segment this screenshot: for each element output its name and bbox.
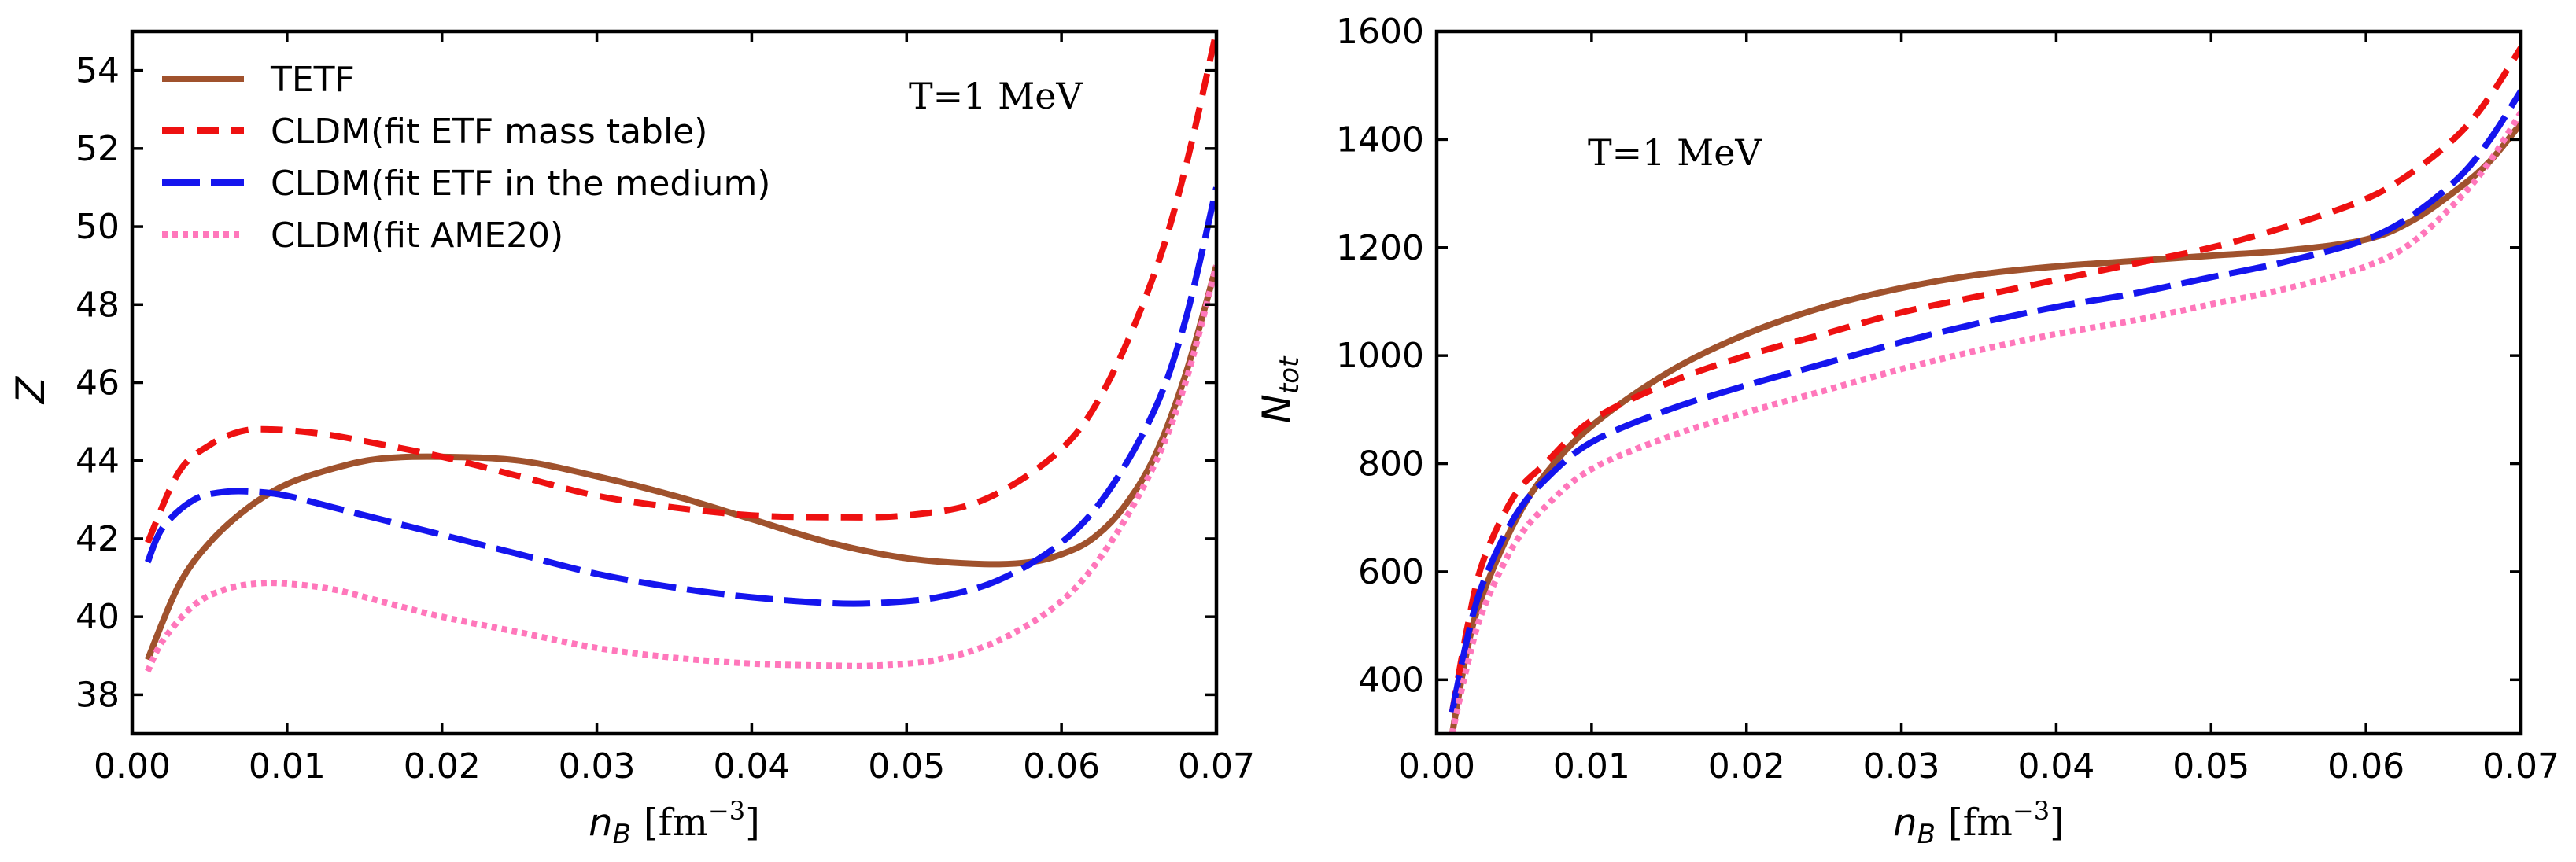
- z-series-cldm-fit-etf-mass-table: [145, 31, 1216, 544]
- legend-entry-cldm-ame20: CLDM(fit AME20): [162, 216, 563, 256]
- z-y-tick-label: 52: [76, 129, 120, 169]
- z-x-tick-label: 0.07: [1178, 746, 1255, 786]
- ntot-x-tick-label: 0.01: [1553, 746, 1630, 786]
- ntot-x-tick-label: 0.03: [1863, 746, 1940, 786]
- z-x-tick-label: 0.06: [1023, 746, 1100, 786]
- ntot-tick-layer: 0.00 0.01 0.02 0.03 0.04 0.05 0.06 0.07 400 600 80…: [1336, 12, 2559, 786]
- ntot-x-tick-label: 0.06: [2327, 746, 2404, 786]
- legend-entry-cldm-etf-mass-table: CLDM(fit ETF mass table): [162, 112, 707, 152]
- ntot-y-tick-label: 1400: [1336, 120, 1424, 160]
- legend-label-cldm-ame20: CLDM(fit AME20): [271, 216, 563, 256]
- z-y-axis-label: Z: [8, 375, 54, 405]
- ntot-plot-frame: [1434, 29, 2523, 736]
- legend-label-tetf: TETF: [270, 60, 355, 100]
- ntot-series-cldm-fit-etf-in-the-medium: [1449, 89, 2521, 713]
- z-x-axis-label: nB [fm−3]: [589, 796, 760, 850]
- legend-entry-cldm-etf-medium: CLDM(fit ETF in the medium): [162, 164, 770, 204]
- z-tick-layer: 0.00 0.01 0.02 0.03 0.04 0.05 0.06 0.07 38 40 42 44…: [76, 31, 1255, 786]
- ntot-x-tick-label: 0.02: [1708, 746, 1785, 786]
- z-y-tick-label: 54: [76, 51, 120, 91]
- legend: TETF CLDM(fit ETF mass table) CLDM(fit E…: [162, 60, 770, 256]
- z-y-tick-label: 38: [76, 675, 120, 715]
- ntot-x-tick-label: 0.04: [2017, 746, 2094, 786]
- z-y-tick-label: 44: [76, 441, 120, 481]
- legend-label-cldm-etf-mass-table: CLDM(fit ETF mass table): [271, 112, 707, 152]
- z-y-tick-label: 50: [76, 207, 120, 247]
- ntot-y-tick-label: 1600: [1336, 12, 1424, 52]
- z-x-axis-unit: [fm: [644, 801, 708, 845]
- ntot-y-tick-label: 600: [1358, 552, 1424, 592]
- z-x-tick-label: 0.00: [94, 746, 171, 786]
- ntot-y-axis-sub: tot: [1274, 355, 1305, 394]
- ntot-x-axis-unit: [fm: [1948, 801, 2013, 845]
- ntot-series-tetf: [1449, 121, 2521, 734]
- legend-label-cldm-etf-medium: CLDM(fit ETF in the medium): [271, 164, 770, 204]
- ntot-x-axis-close: ]: [2050, 801, 2065, 845]
- ntot-y-tick-label: 400: [1358, 660, 1424, 700]
- z-x-tick-label: 0.02: [404, 746, 481, 786]
- ntot-chart: 0.00 0.01 0.02 0.03 0.04 0.05 0.06 0.07 400 600 80…: [1254, 12, 2559, 850]
- ntot-series-cldm-fit-ame20: [1449, 110, 2521, 734]
- ntot-series-cldm-fit-etf-mass-table: [1449, 46, 2521, 713]
- z-y-tick-label: 40: [76, 597, 120, 637]
- z-series-cldm-fit-etf-in-the-medium: [144, 186, 1216, 607]
- legend-entry-tetf: TETF: [162, 60, 355, 100]
- z-x-tick-label: 0.05: [868, 746, 945, 786]
- ntot-y-axis-var: N: [1254, 394, 1300, 423]
- z-y-tick-label: 46: [76, 363, 120, 403]
- z-x-tick-label: 0.03: [559, 746, 636, 786]
- ntot-x-axis-exp: −3: [2013, 796, 2050, 826]
- ntot-y-axis-label: Ntot: [1254, 355, 1305, 424]
- z-series-tetf: [145, 264, 1216, 661]
- z-y-tick-label: 42: [76, 519, 120, 559]
- z-x-axis-var: n: [589, 801, 612, 845]
- ntot-y-tick-label: 800: [1358, 444, 1424, 484]
- z-series-cldm-fit-ame20: [145, 264, 1216, 673]
- ntot-x-axis-var: n: [1893, 801, 1917, 845]
- z-x-axis-close: ]: [745, 801, 760, 845]
- ntot-x-axis-sub: B: [1917, 819, 1936, 850]
- z-temperature-annotation: T=1 MeV: [909, 75, 1083, 117]
- ntot-y-tick-label: 1000: [1336, 336, 1424, 376]
- ntot-x-tick-label: 0.05: [2172, 746, 2249, 786]
- ntot-x-tick-label: 0.00: [1398, 746, 1475, 786]
- ntot-temperature-annotation: T=1 MeV: [1588, 131, 1762, 174]
- z-x-axis-sub: B: [613, 819, 631, 850]
- z-x-axis-exp: −3: [708, 796, 745, 826]
- z-x-tick-label: 0.01: [249, 746, 326, 786]
- ntot-y-tick-label: 1200: [1336, 228, 1424, 268]
- z-chart: 0.00 0.01 0.02 0.03 0.04 0.05 0.06 0.07 38 40 42 44…: [8, 29, 1255, 850]
- z-series-layer: [144, 31, 1216, 673]
- ntot-x-axis-label: nB [fm−3]: [1893, 796, 2065, 850]
- ntot-x-tick-label: 0.07: [2482, 746, 2559, 786]
- z-x-tick-label: 0.04: [713, 746, 790, 786]
- z-y-tick-label: 48: [76, 285, 120, 325]
- ntot-series-layer: [1449, 46, 2521, 734]
